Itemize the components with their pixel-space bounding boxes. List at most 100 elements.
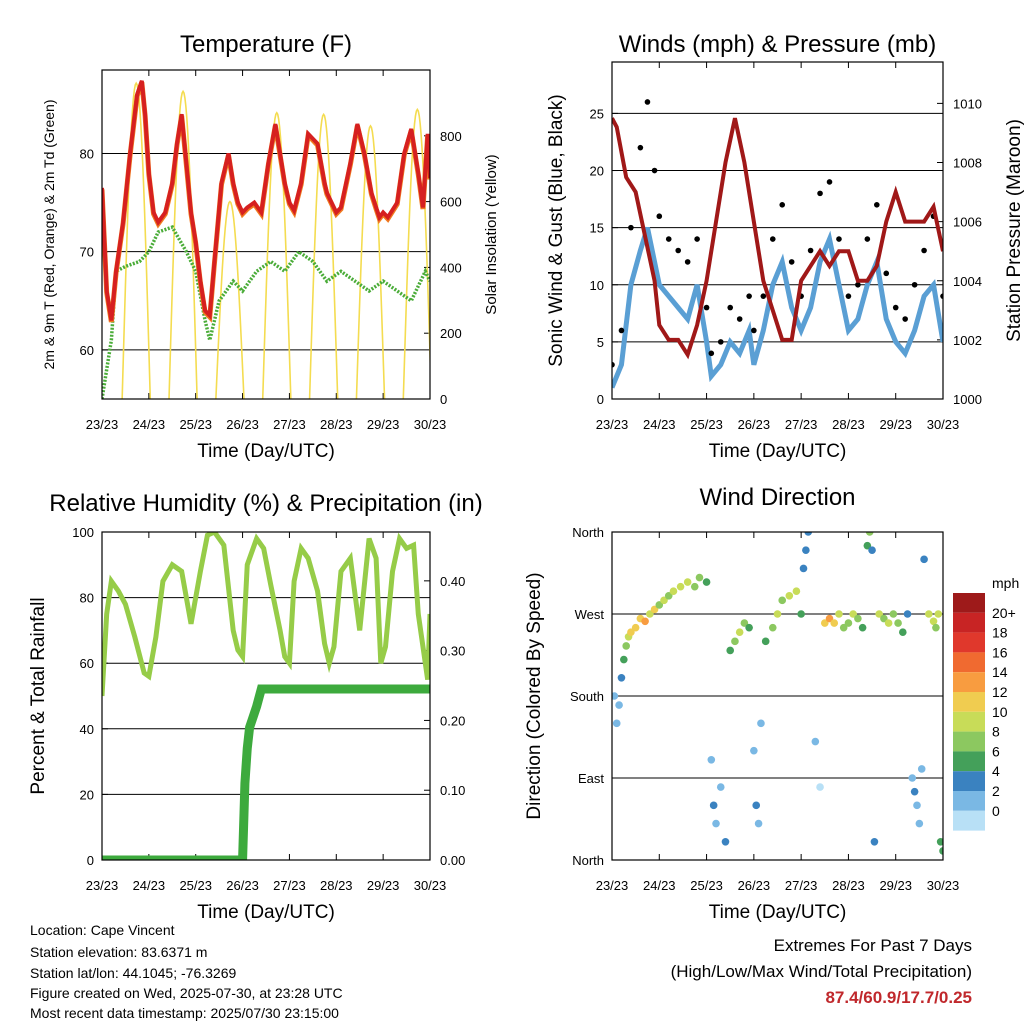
direction-point: [908, 774, 917, 782]
legend-swatch: [953, 612, 985, 633]
extremes-subtitle: (High/Low/Max Wind/Total Precipitation): [670, 962, 972, 981]
gust-point: [883, 270, 890, 277]
direction-point: [925, 610, 933, 618]
direction-point: [802, 546, 810, 555]
direction-point: [615, 701, 623, 709]
direction-point: [936, 837, 943, 846]
legend-swatch: [953, 711, 985, 732]
gust-point: [703, 304, 710, 311]
x-tick-label: 28/23: [320, 417, 353, 432]
legend-label: 4: [992, 763, 1000, 779]
direction-point: [641, 617, 649, 626]
direction-point: [778, 596, 787, 605]
winds-pressure-panel: Winds (mph) & Pressure (mb) Time (Day/UTC…: [546, 31, 1024, 462]
humidity-line: [102, 532, 430, 697]
legend-label: 12: [992, 684, 1008, 700]
direction-point: [617, 673, 626, 682]
gust-point: [874, 201, 880, 208]
y-tick-label: 0: [87, 853, 94, 868]
gust-point: [911, 281, 918, 288]
legend-swatch: [953, 593, 985, 613]
legend-label: 14: [992, 664, 1008, 680]
legend-label: 8: [992, 724, 1000, 740]
y-right-axis-label: Solar Insolation (Yellow): [483, 154, 500, 314]
gust-point: [769, 236, 776, 242]
direction-point: [858, 623, 867, 632]
plot-frame: [101, 69, 431, 400]
gust-point: [921, 247, 927, 254]
y-tick-label: 60: [80, 656, 94, 671]
direction-point: [761, 637, 770, 646]
chart-title: Wind Direction: [699, 484, 855, 511]
gust-point: [836, 236, 842, 242]
direction-point: [929, 617, 938, 626]
y-right-tick-label: 600: [440, 195, 462, 210]
gust-point: [684, 259, 691, 265]
direction-point: [676, 582, 685, 591]
direction-point: [726, 646, 735, 655]
y-tick-label: 100: [72, 525, 94, 540]
y-tick-label: 40: [80, 722, 94, 737]
created-text: Figure created on Wed, 2025-07-30, at 23…: [30, 985, 343, 1001]
direction-point: [768, 623, 777, 632]
gust-point: [940, 293, 943, 299]
legend-swatch: [953, 810, 985, 831]
y-tick-label: South: [570, 689, 604, 704]
x-tick-label: 30/23: [927, 417, 960, 432]
direction-point: [707, 755, 716, 764]
gust-point: [779, 201, 786, 208]
solar-insolation-line: [168, 89, 198, 399]
direction-point: [620, 655, 628, 664]
y-axis-label: Direction (Colored By Speed): [524, 572, 545, 819]
y-right-tick-label: 1006: [953, 215, 982, 230]
legend-label: 18: [992, 625, 1008, 641]
legend-label: 6: [992, 743, 1000, 759]
plot-area: [102, 532, 430, 860]
direction-point: [804, 532, 813, 536]
legend-label: 2: [992, 783, 1000, 799]
direction-point: [844, 619, 853, 627]
direction-point: [740, 619, 749, 627]
gust-point: [751, 327, 757, 334]
gust-point: [665, 236, 672, 242]
direction-point: [631, 623, 640, 632]
x-tick-label: 24/23: [133, 417, 166, 432]
x-tick-label: 23/23: [596, 878, 629, 893]
direction-point: [870, 837, 879, 846]
legend-swatch: [953, 751, 985, 772]
direction-point: [816, 783, 824, 791]
gust-point: [708, 350, 715, 357]
direction-point: [752, 801, 761, 810]
x-tick-label: 26/23: [226, 878, 259, 893]
y-right-tick-label: 0.10: [440, 783, 465, 798]
y-right-axis-label: Station Pressure (Maroon): [1004, 119, 1024, 342]
direction-point: [863, 541, 872, 550]
gust-point: [618, 327, 625, 334]
direction-point: [745, 623, 753, 632]
extremes-values: 87.4/60.9/17.7/0.25: [825, 988, 972, 1007]
gust-point: [644, 99, 651, 105]
direction-point: [903, 610, 912, 618]
wind-line: [612, 226, 943, 389]
gust-point: [637, 144, 644, 151]
y-tick-label: 10: [590, 278, 604, 293]
x-tick-label: 27/23: [273, 417, 306, 432]
latlon-text: Station lat/lon: 44.1045; -76.3269: [30, 965, 237, 981]
gust-point: [651, 167, 658, 174]
legend-swatch: [953, 771, 985, 791]
gust-point: [807, 247, 814, 254]
direction-point: [849, 610, 857, 618]
chart-title: Temperature (F): [180, 31, 352, 58]
direction-point: [868, 546, 876, 555]
legend-swatch: [953, 692, 985, 712]
direction-point: [884, 619, 893, 627]
extremes-title: Extremes For Past 7 Days: [773, 936, 972, 955]
legend-label: 20+: [992, 605, 1016, 621]
legend-swatch: [953, 632, 985, 653]
gust-point: [760, 293, 767, 299]
x-tick-label: 29/23: [367, 878, 400, 893]
y-axis-label: Sonic Wind & Gust (Blue, Black): [546, 94, 567, 366]
direction-point: [660, 596, 668, 605]
direction-point: [622, 642, 630, 650]
gust-point: [717, 339, 724, 345]
